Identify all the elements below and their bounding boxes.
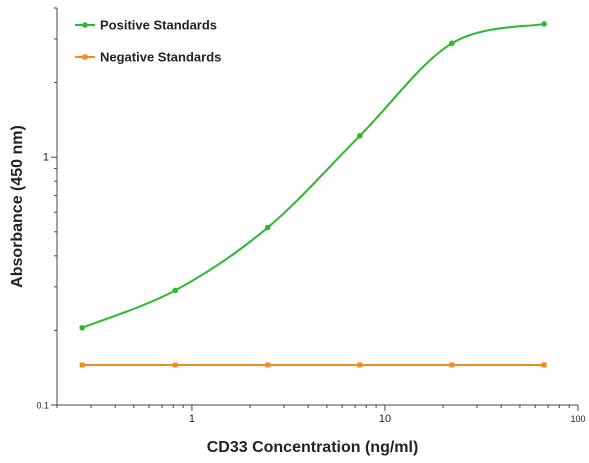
legend-label: Negative Standards — [100, 50, 221, 65]
series-line — [81, 22, 545, 329]
legend-label: Positive Standards — [100, 18, 217, 33]
data-point — [449, 362, 455, 368]
data-point — [79, 324, 85, 331]
data-point — [172, 287, 179, 294]
data-point — [357, 132, 363, 139]
data-point — [265, 362, 271, 368]
x-tick-label: 10 — [379, 413, 391, 425]
series-0 — [79, 21, 547, 331]
data-point — [541, 21, 547, 27]
data-point — [357, 362, 363, 368]
data-point — [79, 362, 85, 368]
x-tick-label: 1 — [189, 413, 195, 425]
x-tick-label: 100 — [570, 414, 585, 424]
data-point — [541, 362, 547, 368]
x-axis-title: CD33 Concentration (ng/ml) — [207, 439, 419, 456]
data-point — [264, 224, 271, 231]
data-point — [172, 362, 178, 368]
axes — [56, 8, 578, 406]
series-1 — [79, 362, 547, 368]
y-tick-label: 1 — [43, 152, 49, 164]
legend-marker — [82, 54, 88, 60]
legend-marker — [82, 22, 88, 28]
legend: Positive Standards Negative Standards — [75, 18, 221, 65]
legend-item: Negative Standards — [75, 50, 221, 65]
data-point — [449, 40, 455, 47]
legend-item: Positive Standards — [75, 18, 217, 33]
series — [79, 21, 547, 368]
y-axis-title: Absorbance (450 nm) — [9, 125, 26, 288]
ticks: 0.1 1 1 10 100 — [36, 7, 586, 425]
y-tick-label: 0.1 — [36, 401, 49, 411]
